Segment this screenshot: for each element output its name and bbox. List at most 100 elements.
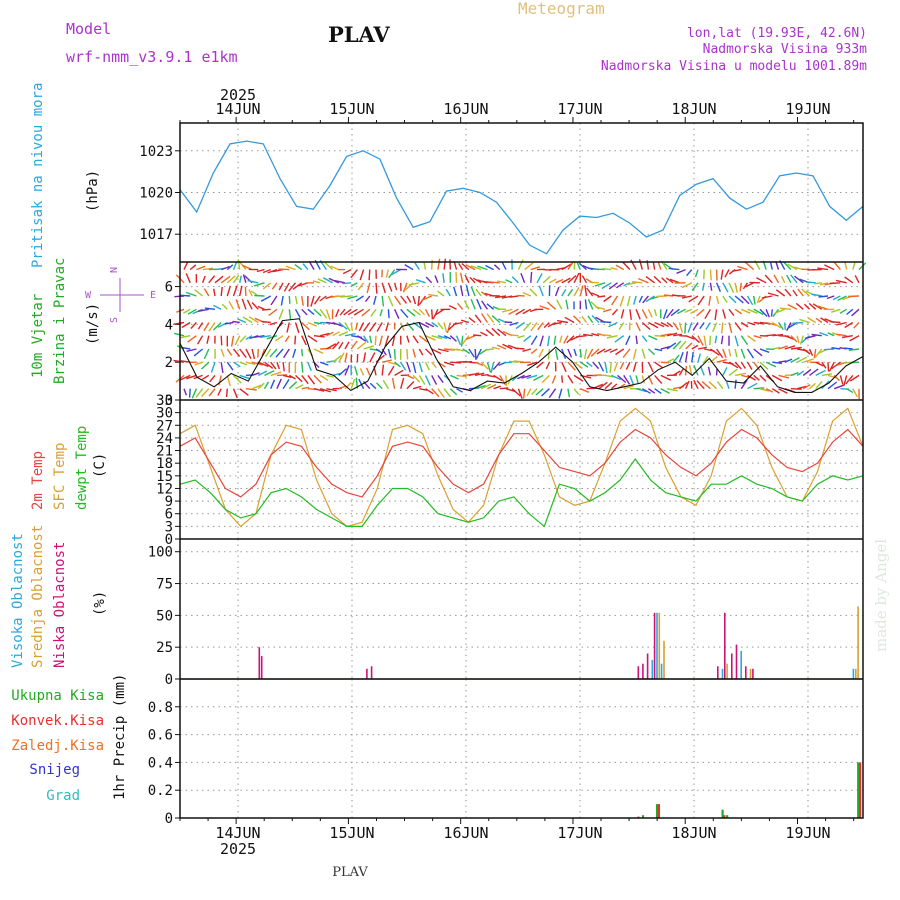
wind-arrow <box>591 332 600 337</box>
wind-arrow <box>188 388 191 398</box>
wind-arrow <box>619 295 625 307</box>
wind-arrow <box>226 285 231 297</box>
wind-arrow <box>753 308 764 316</box>
wind-arrow <box>253 282 265 287</box>
precip-legend-item: Grad <box>46 788 80 804</box>
wind-arrow <box>278 268 290 271</box>
wind-arrow <box>496 280 507 284</box>
wind-arrow <box>753 387 765 390</box>
wind-arrow <box>716 348 724 359</box>
wind-arrow <box>844 276 854 284</box>
wind-arrow <box>423 261 427 270</box>
wind-arrow <box>625 361 631 370</box>
wind-arrow <box>745 261 755 271</box>
wind-arrow <box>326 374 334 378</box>
cloud-unit: (%) <box>92 591 108 616</box>
wind-arrow <box>406 374 415 380</box>
wind-arrow <box>669 278 680 284</box>
wind-arrow <box>759 348 770 353</box>
wind-arrow <box>564 316 575 324</box>
wind-arrow <box>208 388 216 397</box>
wind-arrow <box>381 282 386 294</box>
wind-arrow <box>620 309 625 319</box>
wind-arrow <box>464 274 470 284</box>
wind-arrow <box>720 335 724 345</box>
wind-arrow <box>412 335 419 344</box>
wind-arrow <box>288 282 297 292</box>
wind-arrow <box>424 361 431 371</box>
wind-arrow <box>715 295 720 304</box>
wind-arrow <box>808 348 814 356</box>
wind-arrow <box>613 361 619 372</box>
wind-arrow <box>508 308 519 315</box>
wind-arrow <box>703 335 707 347</box>
wind-arrow <box>681 295 692 299</box>
wind-arrow <box>206 335 210 344</box>
wind-arrow <box>734 308 743 315</box>
wind-arrow <box>734 372 747 377</box>
wind-arrow <box>179 294 191 297</box>
wind-arrow <box>705 322 711 330</box>
wind-arrow <box>603 295 612 303</box>
cloud-bar <box>855 668 857 679</box>
wind-arrow <box>428 293 438 297</box>
footer-station: PLAV <box>332 865 368 880</box>
wind-arrow <box>275 348 284 358</box>
wind-arrow <box>481 313 488 323</box>
wind-arrow <box>672 354 680 363</box>
wind-arrow <box>232 348 241 357</box>
wind-arrow <box>319 374 329 381</box>
bottom-year: 2025 <box>220 840 256 858</box>
wind-arrow <box>704 308 712 320</box>
wind-arrow <box>728 361 739 369</box>
wind-arrow <box>561 361 567 373</box>
wind-arrow <box>258 361 269 368</box>
compass-n: N <box>109 267 120 273</box>
wind-arrow <box>653 309 658 317</box>
wind-arrow <box>437 258 441 270</box>
wind-arrow <box>530 322 538 332</box>
wind-arrow <box>264 370 275 377</box>
wind-arrow <box>771 321 782 329</box>
cloud-bar <box>740 651 742 679</box>
wind-arrow <box>248 316 259 324</box>
wind-arrow <box>275 335 284 342</box>
wind-arrow <box>609 348 618 354</box>
wind-arrow <box>347 308 358 316</box>
wind-arrow <box>814 282 822 285</box>
wind-arrow <box>654 348 663 352</box>
wind-arrow <box>400 377 405 389</box>
wind-arrow <box>734 322 742 331</box>
wind-arrow <box>350 282 358 287</box>
wind-arrow <box>765 309 770 318</box>
wind-arrow <box>603 308 612 313</box>
wind-arrow <box>474 372 485 377</box>
wind-arrow <box>604 362 608 374</box>
wind-arrow <box>270 295 278 306</box>
wind-arrow <box>796 370 805 376</box>
wind-arrow <box>551 321 562 326</box>
wind-arrow <box>691 282 699 292</box>
wind-arrow <box>616 282 625 289</box>
wind-arrow <box>288 374 296 380</box>
wind-arrow <box>848 295 860 298</box>
wind-arrow <box>248 289 253 297</box>
wind-arrow <box>771 374 783 382</box>
wind-arrow <box>802 368 812 376</box>
wind-arrow <box>400 308 409 319</box>
wind-arrow <box>522 308 532 315</box>
wind-arrow <box>508 360 519 363</box>
wind-arrow <box>265 348 272 357</box>
station-title: PLAV <box>328 22 390 47</box>
wind-arrow <box>278 309 284 320</box>
wind-arrow <box>415 279 426 284</box>
wind-arrow <box>715 282 722 292</box>
y-tick-label: 3 <box>165 519 173 535</box>
lonlat-text: lon,lat (19.93E, 42.6N) <box>687 26 867 41</box>
cloud-bar <box>857 606 859 679</box>
wind-arrow <box>239 388 249 396</box>
wind-arrow <box>848 348 860 351</box>
wind-arrow <box>811 333 822 337</box>
wind-arrow <box>778 345 788 350</box>
wind-arrow <box>843 375 848 386</box>
